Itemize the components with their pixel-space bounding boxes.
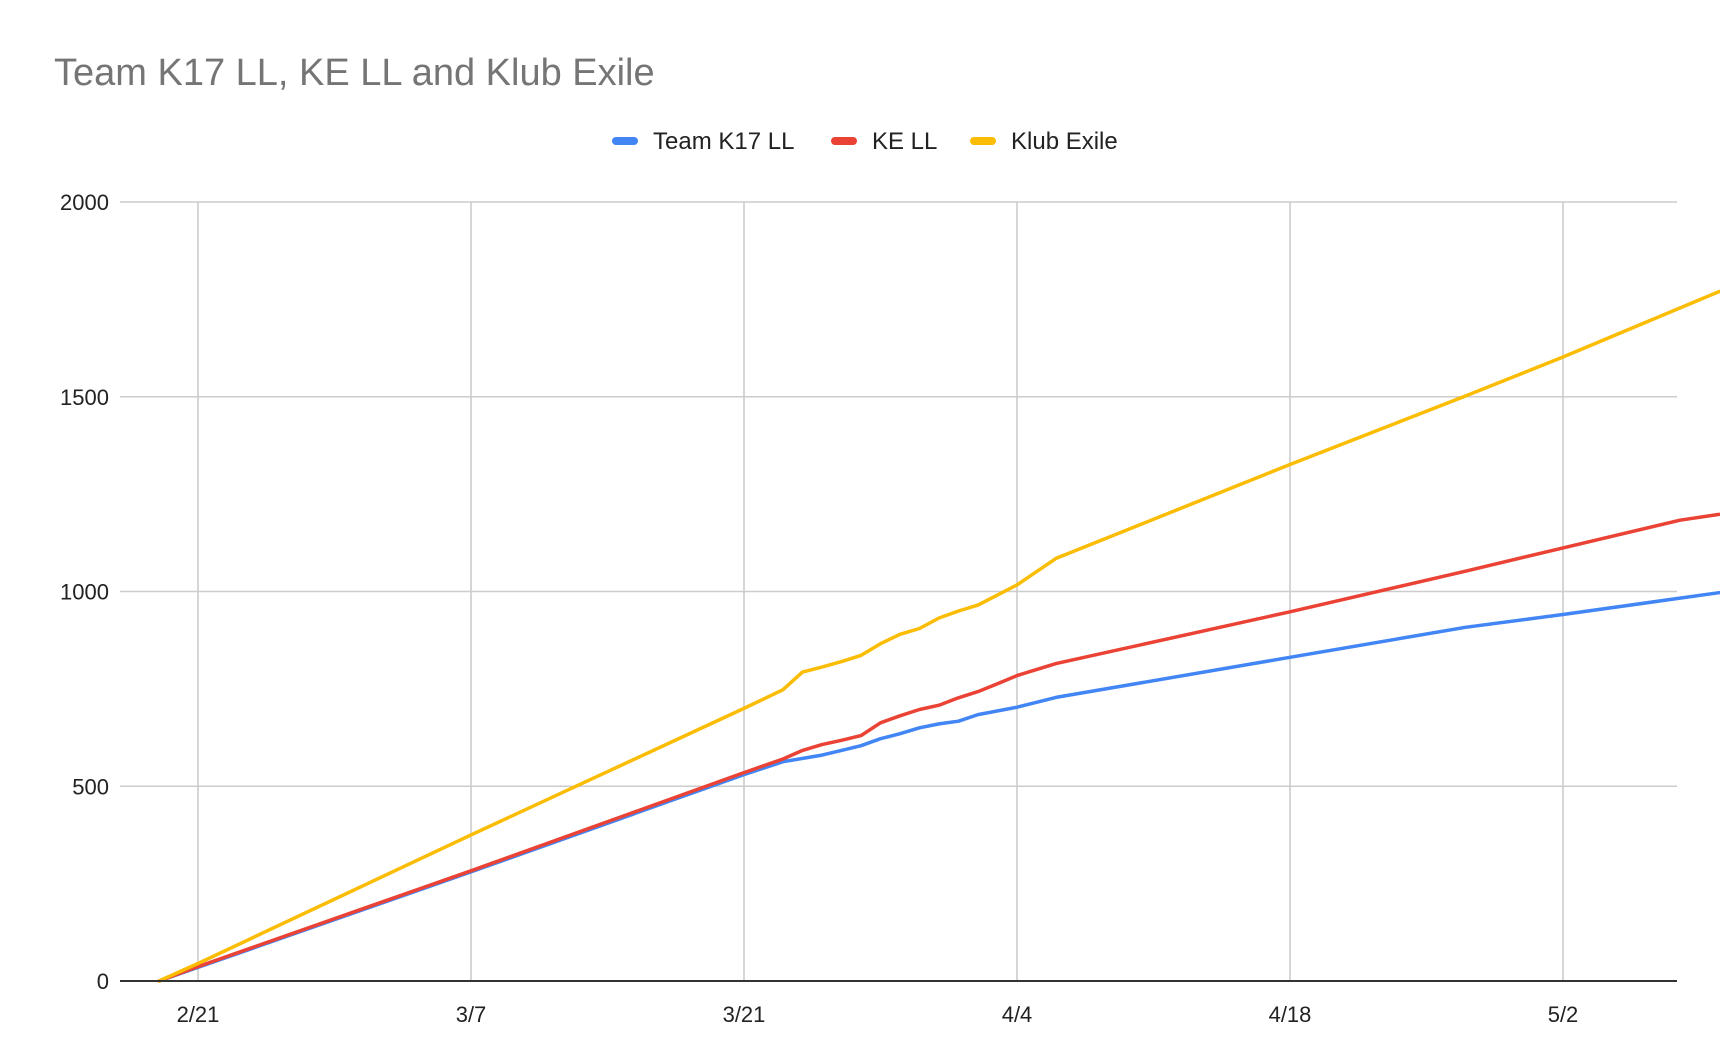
legend-label: Klub Exile xyxy=(1011,128,1118,155)
x-tick-label: 5/2 xyxy=(1548,1002,1579,1027)
series-line-ke-ll xyxy=(157,512,1720,983)
x-tick-label: 3/7 xyxy=(456,1002,487,1027)
legend-item: Team K17 LL xyxy=(612,128,794,155)
y-axis-ticks: 0 500 1000 1500 2000 xyxy=(60,190,109,994)
series-layer xyxy=(157,289,1720,983)
gridlines xyxy=(120,201,1677,981)
legend-item: Klub Exile xyxy=(970,128,1118,155)
y-tick-label: 1000 xyxy=(60,580,109,605)
legend-swatch xyxy=(970,137,996,145)
legend: Team K17 LL KE LL Klub Exile xyxy=(612,128,1118,155)
series-line-team-k17-ll xyxy=(157,590,1720,983)
x-axis-ticks: 2/21 3/7 3/21 4/4 4/18 5/2 xyxy=(177,1002,1579,1027)
x-tick-label: 2/21 xyxy=(177,1002,220,1027)
legend-swatch xyxy=(612,137,638,145)
y-tick-label: 2000 xyxy=(60,190,109,215)
y-tick-label: 0 xyxy=(97,969,109,994)
y-tick-label: 1500 xyxy=(60,385,109,410)
chart-title: Team K17 LL, KE LL and Klub Exile xyxy=(54,52,655,94)
legend-swatch xyxy=(831,137,857,145)
x-tick-label: 4/4 xyxy=(1002,1002,1033,1027)
legend-item: KE LL xyxy=(831,128,937,155)
series-line-klub-exile xyxy=(157,289,1720,983)
legend-label: Team K17 LL xyxy=(653,128,794,155)
legend-label: KE LL xyxy=(872,128,937,155)
y-tick-label: 500 xyxy=(72,774,109,799)
x-tick-label: 3/21 xyxy=(723,1002,766,1027)
x-tick-label: 4/18 xyxy=(1269,1002,1312,1027)
